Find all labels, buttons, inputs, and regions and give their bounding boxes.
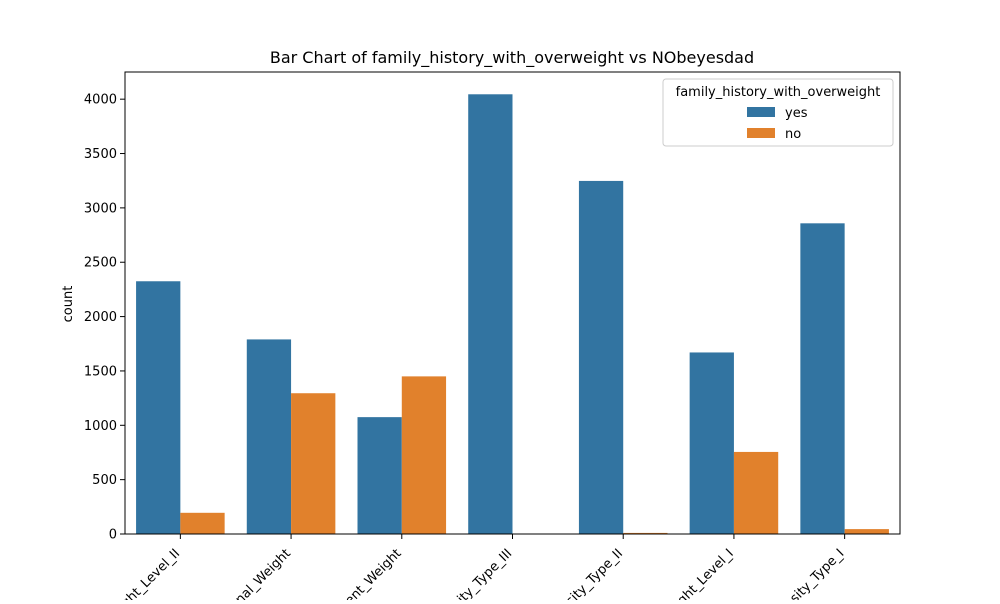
- y-tick-label: 3500: [84, 147, 117, 162]
- legend-label-no: no: [785, 127, 801, 142]
- y-tick-label: 500: [92, 473, 117, 488]
- bar-yes-normal-weight: [246, 339, 292, 534]
- x-tick-label: nal_Weight: [233, 546, 294, 600]
- legend-swatch-yes: [747, 107, 775, 117]
- x-tick-label: sity_Type_III: [450, 546, 515, 600]
- y-tick-label: 1500: [84, 364, 117, 379]
- x-tick-label: ght_Level_I: [675, 546, 737, 600]
- y-tick-label: 1000: [84, 419, 117, 434]
- bar-no-normal-weight: [291, 393, 336, 534]
- legend-box: [662, 78, 894, 147]
- bar-yes-overweight-level-i: [689, 352, 734, 534]
- x-tick-label: sity_Type_I: [787, 546, 847, 600]
- y-tick-label: 2500: [84, 256, 117, 271]
- bar-no-overweight-level-ii: [180, 512, 225, 534]
- legend-label-yes: yes: [785, 106, 808, 121]
- bar-no-obesity-type-i: [844, 529, 889, 534]
- bar-no-insufficient-weight: [401, 376, 447, 534]
- legend-swatch-no: [747, 128, 775, 138]
- bar-yes-obesity-type-iii: [468, 94, 513, 535]
- y-tick-label: 3000: [84, 201, 117, 216]
- chart-title: Bar Chart of family_history_with_overwei…: [270, 48, 754, 68]
- bar-yes-obesity-type-ii: [578, 180, 624, 535]
- y-tick-label: 4000: [84, 93, 117, 108]
- legend-title: family_history_with_overweight: [676, 85, 881, 100]
- y-tick-label: 0: [109, 528, 117, 543]
- bar-no-obesity-type-ii: [623, 532, 668, 534]
- x-tick-label: ght_Level_II: [118, 546, 183, 600]
- bar-yes-overweight-level-ii: [136, 281, 181, 534]
- bar-yes-obesity-type-i: [800, 223, 845, 534]
- x-tick-label: sity_Type_II: [563, 546, 626, 600]
- x-tick-label: ent_Weight: [342, 546, 404, 600]
- y-tick-label: 2000: [84, 310, 117, 325]
- bars-layer: [136, 94, 889, 535]
- y-axis-label: count: [61, 286, 76, 323]
- bar-no-overweight-level-i: [733, 451, 779, 534]
- bar-yes-insufficient-weight: [357, 417, 402, 534]
